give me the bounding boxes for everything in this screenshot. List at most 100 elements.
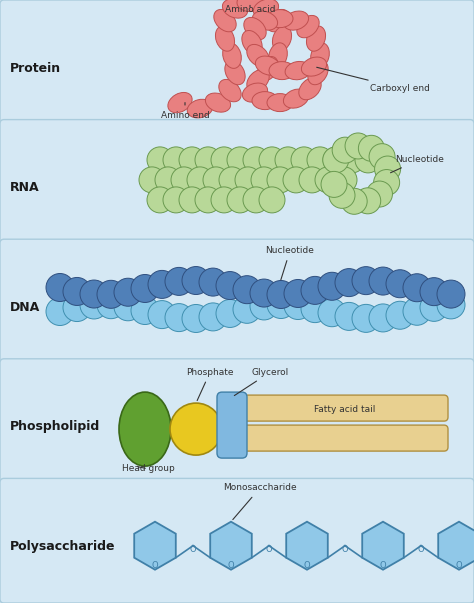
Text: Protein: Protein (10, 62, 61, 75)
Ellipse shape (308, 60, 328, 85)
Text: Amino acid: Amino acid (225, 5, 275, 14)
Circle shape (195, 187, 221, 213)
Text: O: O (190, 545, 196, 554)
Circle shape (366, 181, 392, 207)
FancyBboxPatch shape (0, 478, 474, 603)
Text: O: O (152, 561, 158, 570)
Circle shape (131, 274, 159, 303)
Polygon shape (362, 522, 404, 570)
Circle shape (46, 274, 74, 302)
Circle shape (284, 291, 312, 320)
Circle shape (97, 291, 125, 318)
Circle shape (369, 144, 395, 169)
Ellipse shape (258, 57, 278, 81)
Text: O: O (228, 561, 234, 570)
Circle shape (323, 147, 349, 173)
Circle shape (318, 298, 346, 327)
Circle shape (170, 403, 222, 455)
Circle shape (148, 301, 176, 329)
Text: Amino end: Amino end (161, 103, 210, 119)
Circle shape (182, 305, 210, 332)
Ellipse shape (273, 26, 292, 51)
Circle shape (267, 280, 295, 309)
Circle shape (374, 156, 401, 182)
Circle shape (259, 187, 285, 213)
Ellipse shape (267, 10, 289, 32)
Circle shape (315, 167, 341, 193)
Circle shape (291, 147, 317, 173)
Circle shape (321, 171, 347, 197)
Ellipse shape (168, 92, 192, 113)
Circle shape (179, 187, 205, 213)
Circle shape (355, 188, 381, 214)
Text: O: O (380, 561, 386, 570)
Circle shape (163, 147, 189, 173)
Ellipse shape (223, 43, 241, 68)
Text: RNA: RNA (10, 182, 40, 194)
Circle shape (374, 169, 400, 195)
Ellipse shape (310, 43, 329, 68)
Circle shape (216, 300, 244, 327)
FancyBboxPatch shape (0, 119, 474, 244)
Circle shape (131, 297, 159, 324)
Ellipse shape (119, 392, 171, 466)
Circle shape (80, 291, 108, 319)
Ellipse shape (269, 43, 287, 68)
Circle shape (352, 305, 380, 332)
Ellipse shape (247, 45, 269, 67)
Circle shape (437, 280, 465, 308)
Circle shape (284, 279, 312, 308)
Text: O: O (304, 561, 310, 570)
Circle shape (251, 167, 277, 193)
Ellipse shape (252, 11, 278, 30)
Circle shape (259, 147, 285, 173)
Circle shape (386, 270, 414, 298)
Ellipse shape (214, 10, 236, 32)
Circle shape (199, 268, 227, 296)
Circle shape (345, 133, 371, 159)
Circle shape (267, 291, 295, 318)
Circle shape (243, 187, 269, 213)
Circle shape (179, 147, 205, 173)
FancyBboxPatch shape (240, 395, 448, 421)
Circle shape (165, 303, 193, 332)
Circle shape (386, 302, 414, 329)
Circle shape (199, 303, 227, 331)
Circle shape (216, 271, 244, 300)
Circle shape (233, 295, 261, 323)
Circle shape (165, 267, 193, 295)
Circle shape (182, 267, 210, 294)
Text: Fatty acid tail: Fatty acid tail (314, 405, 376, 414)
Circle shape (420, 277, 448, 306)
Ellipse shape (299, 77, 321, 99)
Text: Carboxyl end: Carboxyl end (317, 68, 430, 93)
Circle shape (358, 135, 384, 162)
Circle shape (250, 292, 278, 320)
Circle shape (187, 167, 213, 193)
Ellipse shape (242, 31, 262, 55)
Ellipse shape (255, 56, 281, 75)
Text: O: O (418, 545, 424, 554)
Ellipse shape (244, 17, 266, 40)
Circle shape (420, 293, 448, 321)
Circle shape (227, 147, 253, 173)
Circle shape (331, 167, 357, 193)
Text: Nucleotide: Nucleotide (391, 155, 445, 172)
Ellipse shape (219, 80, 241, 102)
Circle shape (437, 291, 465, 319)
Ellipse shape (285, 62, 311, 80)
Circle shape (403, 297, 431, 325)
Text: Polysaccharide: Polysaccharide (10, 540, 116, 553)
Circle shape (219, 167, 245, 193)
Circle shape (299, 167, 325, 193)
Text: Glycerol: Glycerol (234, 368, 289, 396)
Circle shape (323, 147, 349, 173)
Circle shape (250, 279, 278, 307)
Ellipse shape (254, 0, 279, 18)
Ellipse shape (225, 60, 245, 85)
Circle shape (227, 187, 253, 213)
Text: Monosaccharide: Monosaccharide (223, 484, 297, 520)
Circle shape (339, 147, 365, 173)
Circle shape (148, 270, 176, 298)
Circle shape (332, 137, 358, 163)
